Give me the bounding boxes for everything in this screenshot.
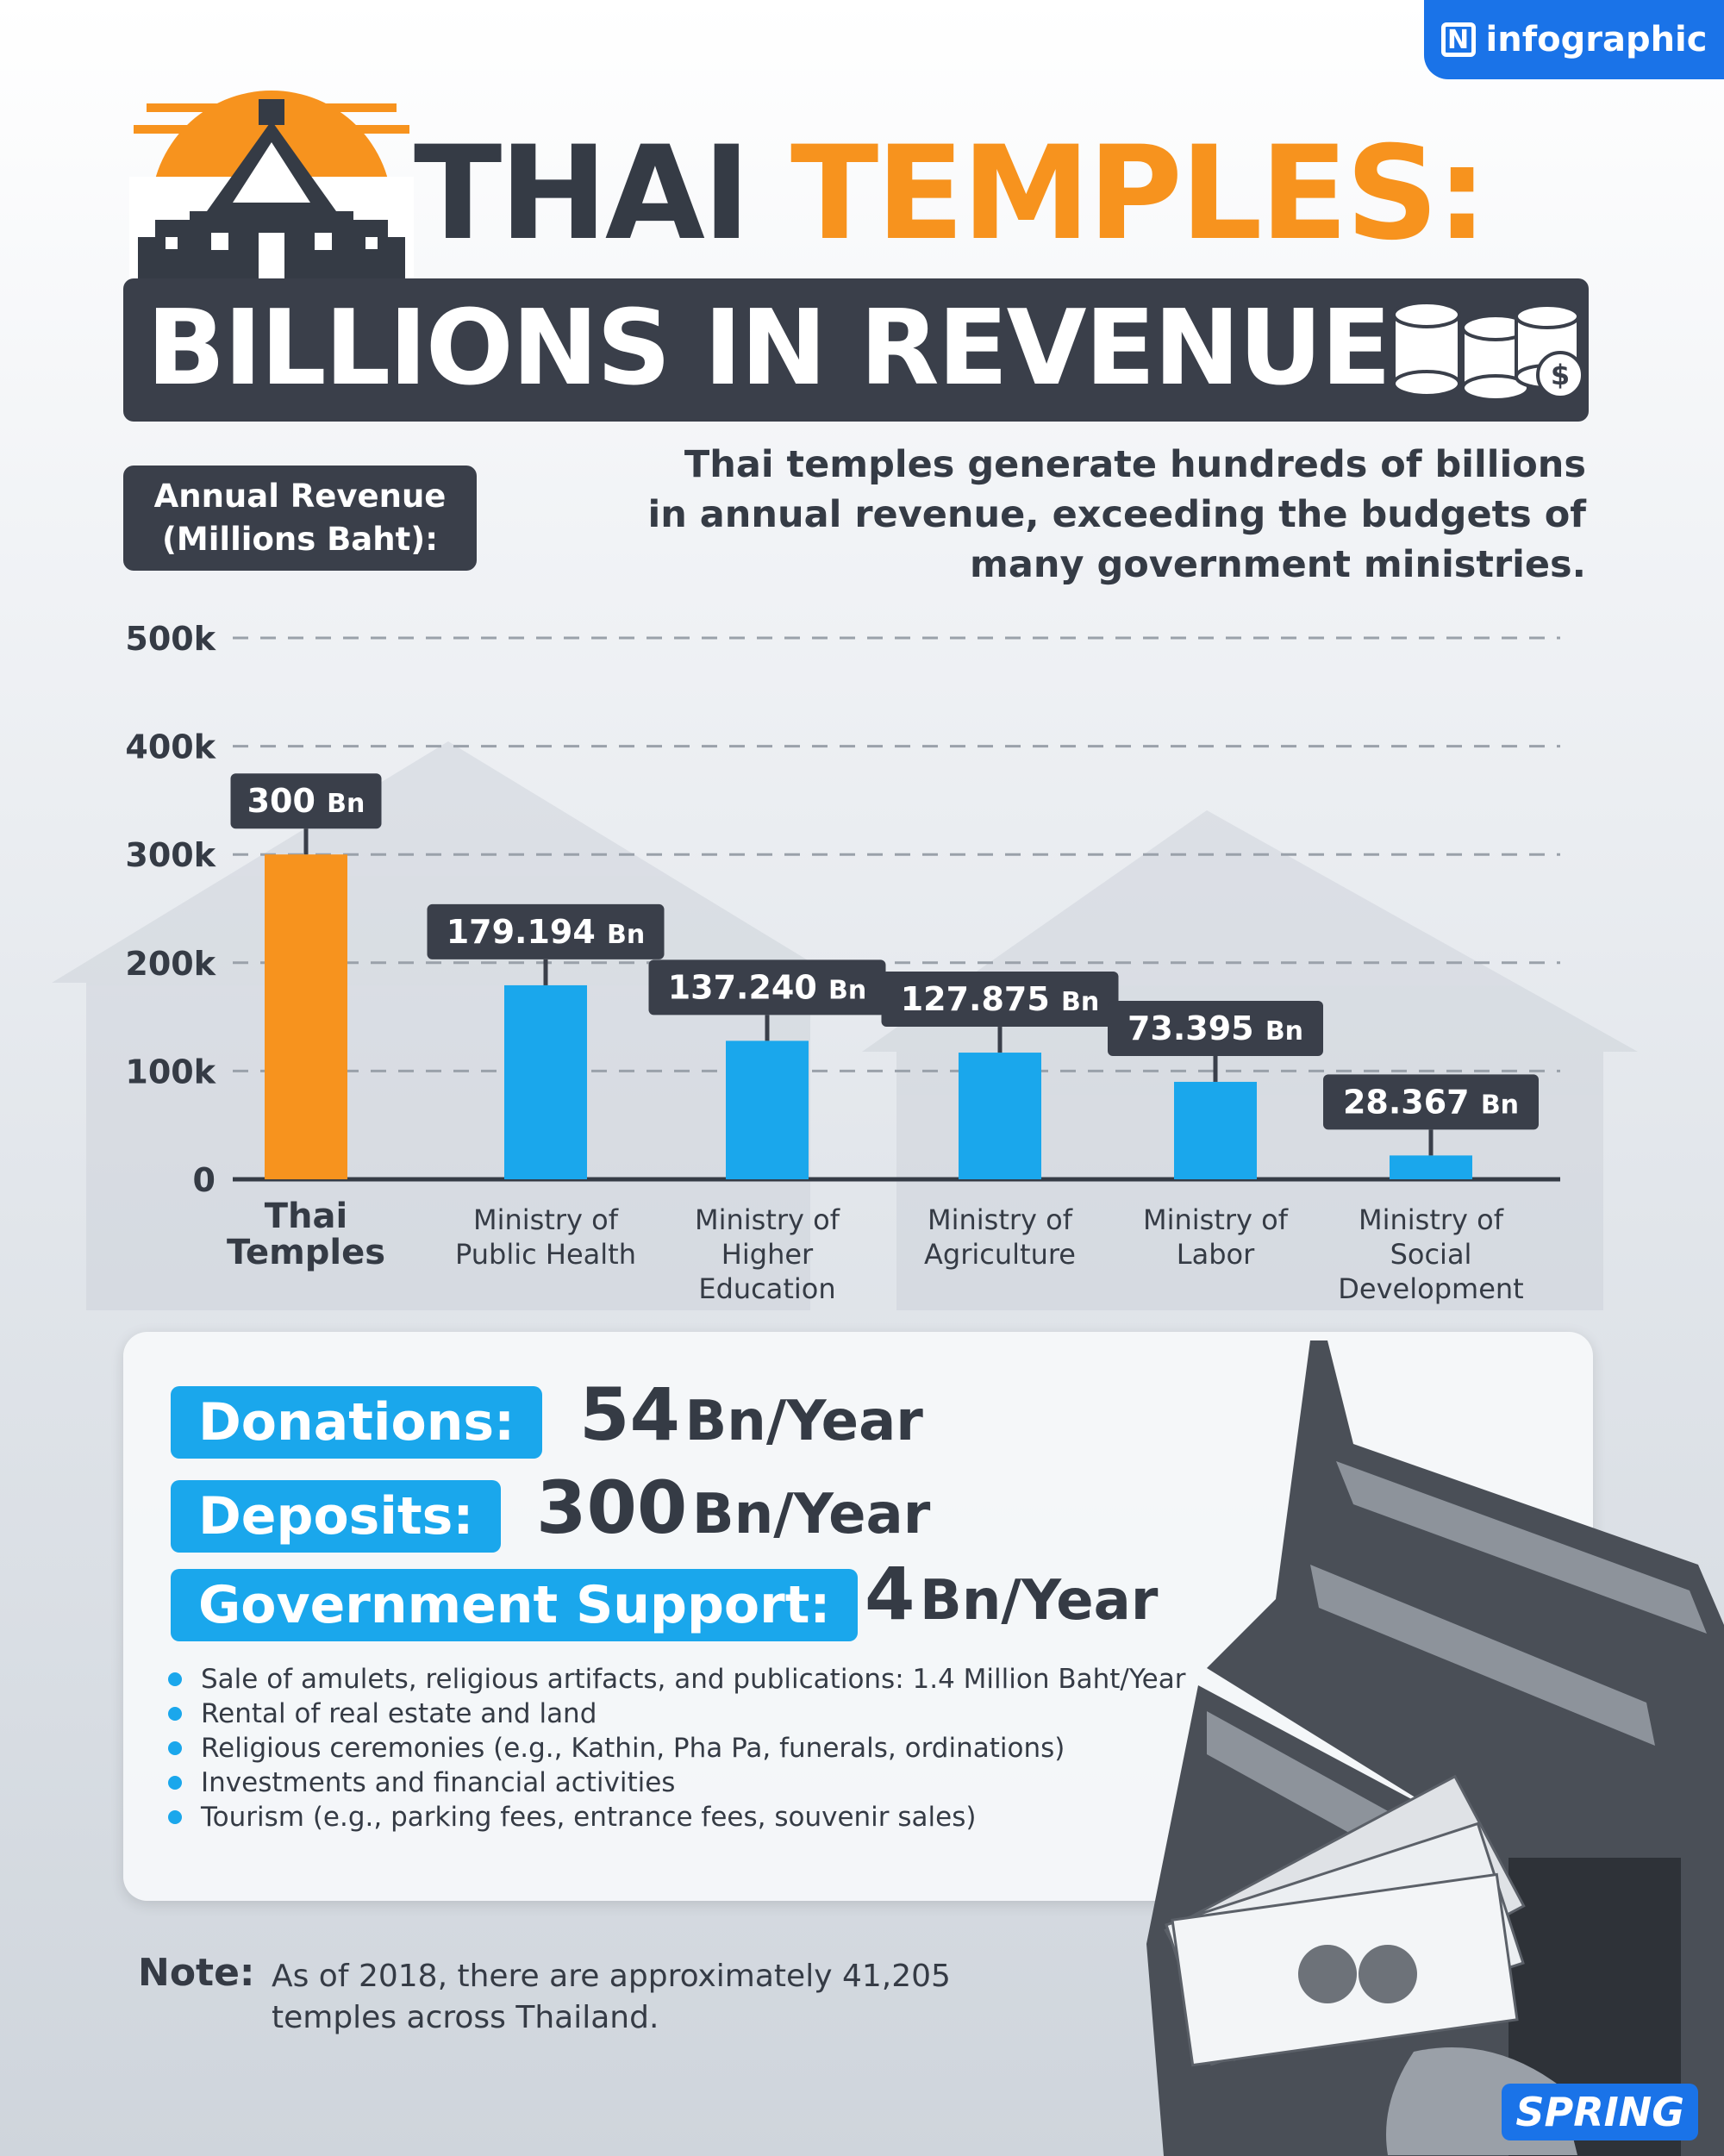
value-label: 73.395 Bn (1127, 1009, 1303, 1047)
footer-brand-logo: SPRING (1502, 2084, 1698, 2140)
y-tick-label: 300k (125, 836, 216, 874)
donations-value: 54 Bn/Year (579, 1372, 923, 1457)
value-label: 137.240 Bn (668, 968, 867, 1006)
value-label: 28.367 Bn (1343, 1083, 1519, 1121)
value-label-box (427, 903, 665, 959)
revenue-bar-chart: 0 100k 200k 300k 400k 500k 300 Bn 179.194 Bn 137… (125, 620, 1560, 1199)
value-label: 179.194 Bn (447, 913, 646, 951)
note: Note: As of 2018, there are approximatel… (138, 1953, 1065, 2039)
title-bar (123, 278, 1589, 422)
donations-unit: Bn/Year (684, 1390, 923, 1453)
y-tick-label: 100k (125, 1053, 216, 1090)
government-support-value: 4 Bn/Year (865, 1552, 1158, 1636)
title-orange-word: TEMPLES: (790, 119, 1488, 269)
x-tick-label: Ministry of Public Health (455, 1203, 636, 1271)
list-item: Tourism (e.g., parking fees, entrance fe… (168, 1800, 1185, 1834)
value-label: 127.875 Bn (901, 980, 1100, 1018)
bar-4 (1174, 1081, 1257, 1179)
subtitle: Thai temples generate hundreds of billio… (647, 443, 1586, 586)
brand-name: infographic (1485, 20, 1708, 59)
list-item: Sale of amulets, religious artifacts, an… (168, 1662, 1185, 1697)
svg-text:$: $ (1551, 359, 1570, 391)
x-tick-label: Ministry of Labor (1143, 1203, 1288, 1271)
y-tick-label: 200k (125, 945, 216, 983)
other-sources-list: Sale of amulets, religious artifacts, an… (168, 1662, 1185, 1834)
title-line2: BILLIONS IN REVENUE (147, 289, 1391, 409)
government-support-number: 4 (865, 1552, 915, 1636)
bar-2 (726, 1041, 809, 1179)
government-support-pill: Government Support: (171, 1569, 859, 1641)
bar-1 (504, 984, 587, 1179)
x-tick-label: Ministry of Higher Education (695, 1203, 840, 1305)
value-label-box (881, 972, 1119, 1028)
deposits-value: 300 Bn/Year (536, 1465, 930, 1550)
deposits-number: 300 (536, 1465, 688, 1550)
y-tick-label: 500k (125, 620, 216, 658)
temple-icon (129, 91, 414, 280)
y-axis-label-line2: (Millions Baht): (161, 521, 439, 558)
donations-pill: Donations: (171, 1386, 543, 1459)
x-tick-label: Thai Temples (226, 1197, 386, 1272)
y-axis-label-box: Annual Revenue (Millions Baht): (123, 466, 477, 571)
note-label: Note: (138, 1951, 255, 1995)
value-label: 300 Bn (247, 782, 365, 820)
value-label-box (648, 959, 886, 1016)
deposits-pill: Deposits: (171, 1480, 502, 1553)
brand-badge[interactable]: N infographic (1424, 0, 1724, 79)
y-tick-label: 0 (193, 1161, 216, 1199)
title-line1: THAI TEMPLES: (414, 129, 1488, 259)
note-text: As of 2018, there are approximately 41,2… (271, 1959, 951, 2035)
bar-5 (1390, 1155, 1472, 1179)
title-dark-word: THAI (414, 119, 751, 269)
bar-0 (265, 854, 347, 1179)
government-support-unit: Bn/Year (920, 1569, 1159, 1633)
list-item: Investments and financial activities (168, 1765, 1185, 1800)
bar-3 (959, 1053, 1041, 1179)
value-label-box (230, 773, 382, 829)
coins-icon: $ (1392, 301, 1584, 402)
donations-number: 54 (579, 1372, 680, 1457)
list-item: Religious ceremonies (e.g., Kathin, Pha … (168, 1731, 1185, 1765)
x-tick-label: Ministry of Social Development (1338, 1203, 1524, 1305)
value-label-box (1108, 1000, 1323, 1056)
y-tick-label: 400k (125, 728, 216, 766)
y-axis-label-line1: Annual Revenue (153, 478, 447, 515)
x-tick-label: Ministry of Agriculture (924, 1203, 1076, 1271)
brand-logo-icon: N (1440, 22, 1476, 57)
list-item: Rental of real estate and land (168, 1697, 1185, 1731)
deposits-unit: Bn/Year (691, 1483, 931, 1547)
value-label-box (1323, 1074, 1539, 1130)
